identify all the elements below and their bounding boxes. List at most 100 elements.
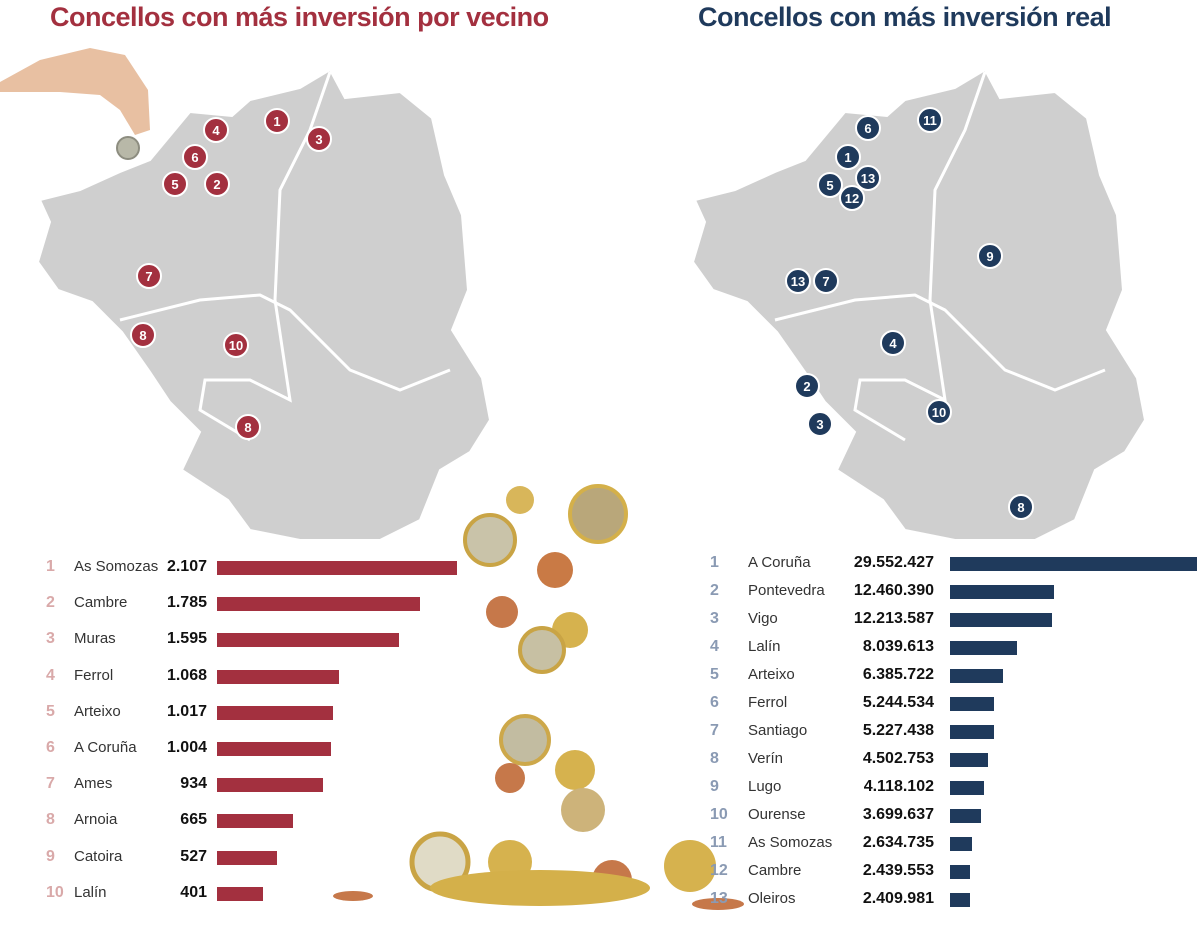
marker-label: 12 <box>845 191 859 206</box>
category-label: Arteixo <box>74 702 121 720</box>
left-map-marker: 2 <box>204 171 230 197</box>
right-chart-title: Concellos con más inversión real <box>698 2 1112 32</box>
bar-row: 10 Lalín 401 <box>0 884 1200 904</box>
left-map <box>37 69 491 541</box>
category-label: Verín <box>748 750 784 767</box>
rank-label: 6 <box>46 739 55 756</box>
right-map <box>692 69 1146 541</box>
bar-row: 9 Catoira 527 <box>0 848 1200 868</box>
rank-label: 2 <box>46 594 55 612</box>
bar <box>217 814 293 829</box>
right-map-marker: 9 <box>977 243 1003 269</box>
marker-label: 2 <box>213 177 220 192</box>
bar-row: 1 As Somozas 2.107 <box>0 558 1200 578</box>
value-label: 5.227.438 <box>862 722 934 739</box>
rank-label: 10 <box>710 806 728 823</box>
right-map-marker: 6 <box>855 115 881 141</box>
value-label: 2.634.735 <box>862 834 934 851</box>
marker-label: 10 <box>932 405 946 420</box>
marker-label: 5 <box>171 177 178 192</box>
value-label: 12.460.390 <box>853 582 934 599</box>
category-label: Lalín <box>748 638 781 655</box>
marker-label: 1 <box>844 150 851 165</box>
bar <box>950 669 1004 683</box>
value-label: 665 <box>180 811 207 829</box>
left-map-marker: 3 <box>306 126 332 152</box>
right-map-marker: 8 <box>1008 494 1034 520</box>
category-label: Ferrol <box>748 694 788 711</box>
bar <box>217 850 278 865</box>
value-label: 3.699.637 <box>862 806 934 823</box>
hand-illustration <box>0 48 150 160</box>
left-map-marker: 5 <box>162 171 188 197</box>
bar <box>950 613 1053 627</box>
rank-label: 5 <box>710 666 719 683</box>
rank-label: 9 <box>710 778 719 795</box>
value-label: 2.439.553 <box>862 862 934 879</box>
value-label: 2.409.981 <box>862 890 934 907</box>
bar-row: 13 Oleiros 2.409.981 <box>0 890 1200 910</box>
right-map-marker: 13 <box>785 268 811 294</box>
category-label: Ames <box>74 775 113 793</box>
marker-label: 10 <box>229 338 243 353</box>
coins-illustration <box>333 484 744 910</box>
bar-row: 1 A Coruña 29.552.427 <box>0 554 1200 574</box>
right-map-marker: 7 <box>813 268 839 294</box>
rank-label: 8 <box>46 811 55 829</box>
bar <box>950 781 985 795</box>
category-label: As Somozas <box>74 558 159 575</box>
bar <box>950 697 994 711</box>
marker-label: 1 <box>273 114 280 129</box>
rank-label: 4 <box>710 638 719 655</box>
bar <box>217 597 421 612</box>
marker-label: 8 <box>1017 500 1024 515</box>
bar <box>950 809 981 823</box>
marker-label: 13 <box>861 171 875 186</box>
bar-row: 5 Arteixo 1.017 <box>0 703 1200 723</box>
rank-label: 11 <box>710 834 727 851</box>
rank-label: 7 <box>710 722 719 739</box>
marker-label: 8 <box>244 420 251 435</box>
value-label: 1.595 <box>166 630 207 648</box>
marker-label: 6 <box>864 121 871 136</box>
value-label: 4.118.102 <box>863 778 934 795</box>
value-label: 401 <box>180 883 207 901</box>
category-label: Muras <box>74 630 116 648</box>
marker-label: 11 <box>923 113 937 128</box>
province-border <box>119 293 451 392</box>
bar <box>217 742 332 756</box>
province-border <box>774 293 1106 392</box>
value-label: 1.068 <box>166 666 207 684</box>
bar <box>950 753 988 767</box>
bar-row: 3 Muras 1.595 <box>0 630 1200 650</box>
right-map-marker: 10 <box>926 399 952 425</box>
bar-row: 2 Cambre 1.785 <box>0 594 1200 614</box>
value-label: 5.244.534 <box>862 694 934 711</box>
rank-label: 1 <box>710 554 719 571</box>
province-border <box>198 71 332 442</box>
marker-label: 7 <box>145 269 152 284</box>
value-label: 12.213.587 <box>853 610 934 627</box>
left-map-marker: 8 <box>130 322 156 348</box>
rank-label: 13 <box>710 890 728 907</box>
category-label: As Somozas <box>748 834 833 851</box>
value-label: 1.017 <box>166 702 207 720</box>
bar-row: 12 Cambre 2.439.553 <box>0 862 1200 882</box>
marker-label: 5 <box>826 178 833 193</box>
bar <box>217 705 333 720</box>
bar <box>950 557 1197 571</box>
value-label: 1.004 <box>166 739 207 756</box>
rank-label: 2 <box>710 582 719 599</box>
bar-row: 3 Vigo 12.213.587 <box>0 610 1200 630</box>
category-label: Arnoia <box>74 811 118 829</box>
bar-row: 4 Lalín 8.039.613 <box>0 638 1200 658</box>
right-map-marker: 1 <box>835 144 861 170</box>
category-label: A Coruña <box>748 554 811 571</box>
rank-label: 6 <box>710 694 719 711</box>
bar-row: 4 Ferrol 1.068 <box>0 667 1200 687</box>
rank-label: 9 <box>46 847 55 865</box>
category-label: Cambre <box>748 862 802 879</box>
left-map-marker: 4 <box>203 117 229 143</box>
rank-label: 5 <box>46 702 55 720</box>
bar-row: 7 Santiago 5.227.438 <box>0 722 1200 742</box>
